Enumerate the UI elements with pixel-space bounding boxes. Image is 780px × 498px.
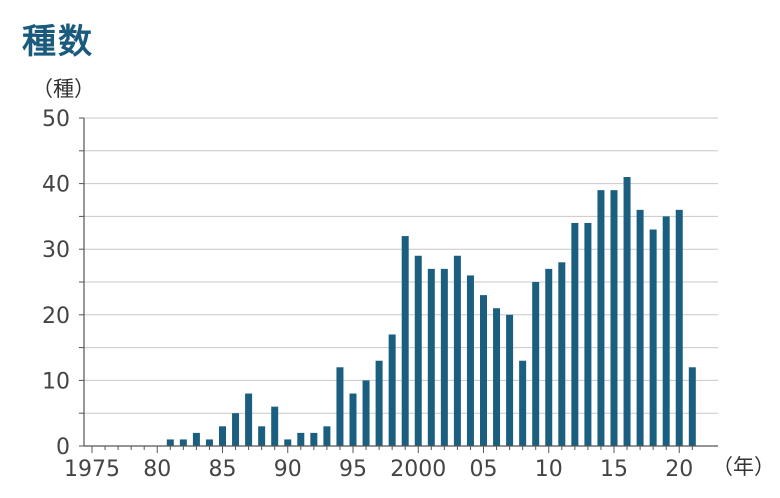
- bar-1985: [219, 426, 226, 446]
- bar-1984: [205, 439, 213, 446]
- bar-1988: [258, 426, 266, 446]
- bar-2018: [649, 229, 657, 446]
- bar-1981: [166, 439, 174, 446]
- bar-2001: [427, 268, 435, 446]
- bar-2016: [623, 177, 631, 447]
- bar-2010: [545, 268, 553, 446]
- x-tick-label: 20: [665, 457, 693, 482]
- y-tick-label: 40: [42, 173, 70, 198]
- bar-2002: [440, 268, 448, 446]
- bar-2012: [571, 222, 579, 446]
- y-axis-unit-label: （種）: [32, 77, 95, 101]
- y-tick-label: 50: [42, 107, 70, 132]
- bar-2009: [532, 282, 540, 446]
- bar-2004: [466, 275, 474, 446]
- bar-2021: [688, 367, 696, 446]
- x-axis-unit-label: （年）: [712, 455, 775, 479]
- bar-1982: [179, 439, 187, 446]
- bar-1993: [323, 426, 331, 446]
- grid-lines: [84, 117, 718, 414]
- bar-2017: [636, 209, 644, 446]
- y-tick-label: 10: [42, 369, 70, 394]
- bar-2015: [610, 190, 618, 446]
- x-tick-label: 2000: [390, 457, 446, 482]
- x-tick-label: 05: [470, 457, 498, 482]
- x-tick-label: 15: [600, 457, 628, 482]
- bars: [166, 177, 696, 447]
- bar-1995: [349, 393, 357, 446]
- y-tick-labels: 0 10 20 30 40 50: [42, 107, 70, 460]
- bar-2019: [662, 216, 670, 446]
- bar-2003: [453, 255, 461, 446]
- bar-1983: [192, 432, 200, 446]
- bar-1996: [362, 380, 370, 446]
- y-tick-label: 0: [56, 435, 70, 460]
- bar-2005: [480, 295, 487, 446]
- x-tick-label: 1975: [64, 457, 120, 482]
- bar-2014: [597, 190, 605, 446]
- bar-2008: [519, 360, 527, 446]
- x-tick-labels: 1975 80 85 90 95 2000 05 10 15 20: [64, 457, 693, 482]
- x-tick-label: 85: [209, 457, 237, 482]
- axes: [79, 117, 718, 453]
- bar-1990: [284, 439, 292, 446]
- bar-1999: [401, 236, 409, 446]
- bar-1991: [297, 432, 305, 446]
- bar-2007: [506, 314, 514, 446]
- y-tick-label: 30: [42, 238, 70, 263]
- bar-1989: [271, 406, 279, 446]
- bar-2000: [414, 255, 422, 446]
- bar-1997: [375, 360, 383, 446]
- bar-1986: [232, 413, 240, 446]
- bar-1998: [388, 334, 396, 446]
- bar-2013: [584, 222, 592, 446]
- bar-2020: [675, 209, 683, 446]
- bar-1987: [245, 393, 253, 446]
- x-tick-label: 10: [535, 457, 563, 482]
- bar-2011: [558, 262, 566, 446]
- chart-title: 種数: [22, 22, 94, 62]
- bar-1992: [310, 432, 318, 446]
- x-tick-label: 90: [274, 457, 302, 482]
- x-tick-label: 80: [143, 457, 171, 482]
- bar-2006: [493, 308, 501, 446]
- bar-1994: [336, 367, 344, 446]
- x-tick-label: 95: [339, 457, 367, 482]
- y-tick-label: 20: [42, 304, 70, 329]
